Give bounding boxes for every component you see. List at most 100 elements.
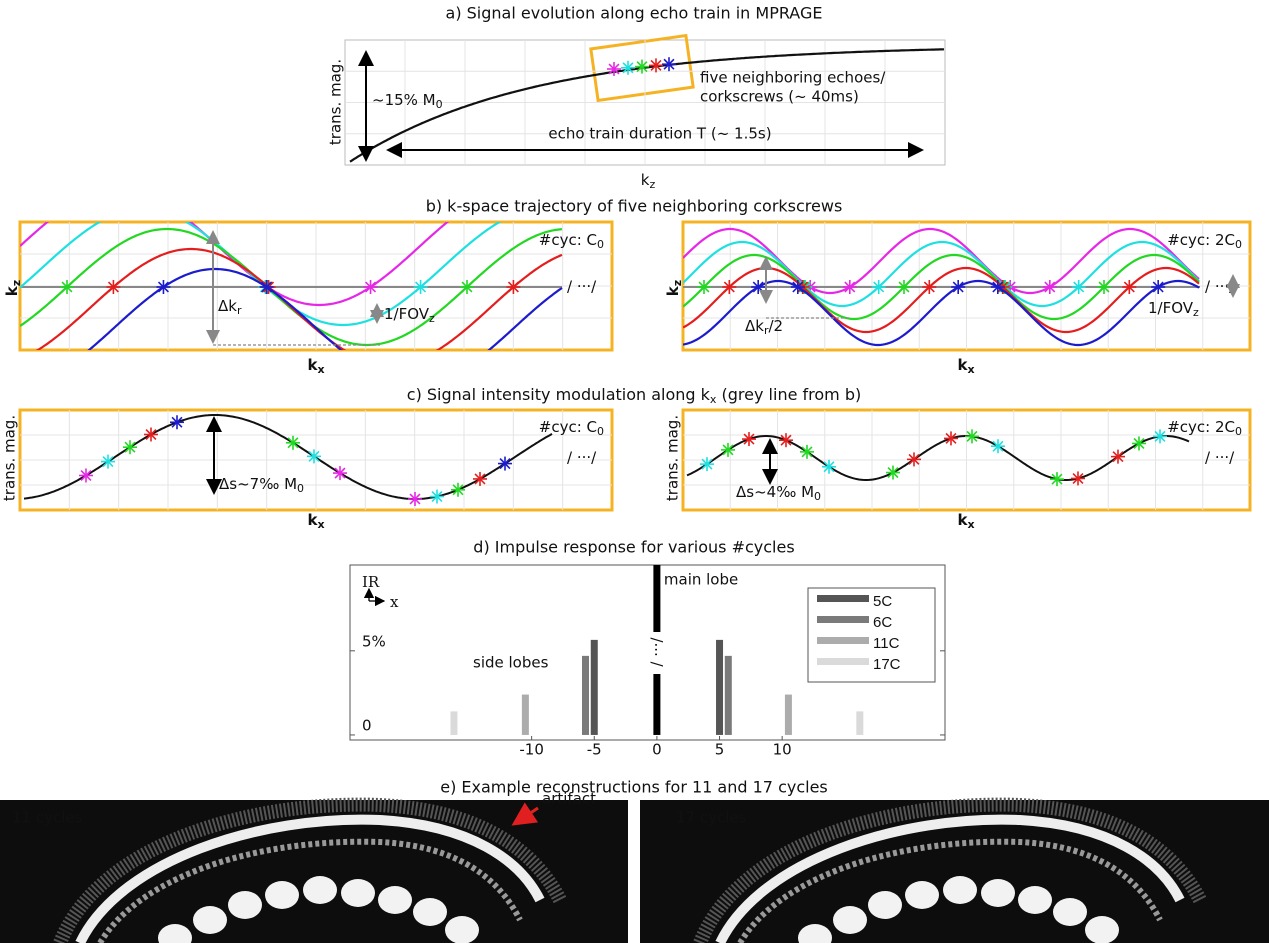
panel-title: e) Example reconstructions for 11 and 17… xyxy=(440,778,828,797)
legend-swatch xyxy=(817,616,869,623)
legend-swatch xyxy=(817,595,869,602)
gyrus xyxy=(193,906,227,934)
bar xyxy=(582,656,589,735)
x-label: kx xyxy=(957,356,974,377)
x-tick-label: -5 xyxy=(587,741,602,759)
cycles-label: #cyc: C0 xyxy=(539,231,604,252)
axis-break: / ···/ xyxy=(647,636,665,666)
dk-label: Δkr xyxy=(218,297,242,318)
y-label: kz xyxy=(3,280,24,296)
curve xyxy=(687,436,1189,480)
x-label-part: x xyxy=(967,363,974,376)
x-label-part: k xyxy=(641,171,650,189)
ellipsis: / ···/ xyxy=(1205,278,1235,296)
x-label: kx xyxy=(307,511,324,532)
y-tick-label: 0 xyxy=(362,716,372,734)
panel-title: a) Signal evolution along echo train in … xyxy=(446,4,823,23)
bar xyxy=(856,711,863,735)
ds-label: Δs~7‰ M0 xyxy=(219,475,304,496)
dk-label-part: /2 xyxy=(768,317,783,335)
dk-label: Δkr/2 xyxy=(745,317,783,338)
x-label-part: x xyxy=(317,518,324,531)
x-label: kz xyxy=(641,171,656,192)
panel-title-part: (grey line from b) xyxy=(716,385,861,404)
image-label: 11 cycles xyxy=(12,809,83,827)
fov-label-part: 1/FOV xyxy=(1148,299,1194,317)
gyrus xyxy=(228,891,262,919)
fov-label: 1/FOVz xyxy=(384,305,435,326)
gyrus xyxy=(943,876,977,904)
panel-title: b) k-space trajectory of five neighborin… xyxy=(426,197,843,216)
cycles-label: #cyc: 2C0 xyxy=(1167,418,1242,439)
y-label: trans. mag. xyxy=(1,415,19,501)
cycles-label-part: #cyc: C xyxy=(539,418,597,436)
chart-title: d) Impulse response for various #cycles xyxy=(473,538,794,557)
fov-label-part: z xyxy=(1193,306,1199,319)
ellipsis: / ···/ xyxy=(567,278,597,296)
gyrus xyxy=(868,891,902,919)
x-tick-label: 5 xyxy=(715,741,725,759)
x-label: kx xyxy=(957,511,974,532)
bar xyxy=(591,640,598,735)
legend-label: 11C xyxy=(873,635,900,652)
bar xyxy=(450,711,457,735)
gyrus xyxy=(1018,886,1052,914)
ellipsis: / ···/ xyxy=(567,449,597,467)
legend-label: 6C xyxy=(873,614,892,631)
bar xyxy=(522,695,529,735)
cycles-label-part: #cyc: 2C xyxy=(1167,418,1235,436)
ds-label-part: 0 xyxy=(814,490,821,503)
curve xyxy=(683,229,1199,293)
cycles-label-part: 0 xyxy=(1235,238,1242,251)
ds-label-part: Δs~7‰ M xyxy=(219,475,297,493)
echo-label: corkscrews (~ 40ms) xyxy=(700,88,859,106)
dk-label-part: Δk xyxy=(218,297,237,315)
y-label: IR xyxy=(362,573,380,591)
page: {"panel_a": {"title": "a) Signal evoluti… xyxy=(0,0,1269,943)
figure: a) Signal evolution along echo train in … xyxy=(0,0,1269,943)
legend-label: 17C xyxy=(873,656,901,673)
dk-label-part: Δk xyxy=(745,317,764,335)
panel-title-part: c) Signal intensity modulation along k xyxy=(407,385,711,404)
annotation: side lobes xyxy=(473,654,549,672)
x-tick-label: 0 xyxy=(652,741,662,759)
fov-label-part: z xyxy=(429,312,435,325)
x-label-part: x xyxy=(317,363,324,376)
curve xyxy=(683,242,1199,306)
bar xyxy=(716,640,723,735)
curve xyxy=(683,281,1199,345)
y-label-part: z xyxy=(671,280,684,286)
cycles-label-part: 0 xyxy=(1235,425,1242,438)
amp-label: ~15% M0 xyxy=(372,91,443,112)
fov-label: 1/FOVz xyxy=(1148,299,1199,320)
cycles-label: #cyc: 2C0 xyxy=(1167,231,1242,252)
y-label: kz xyxy=(664,280,685,296)
ellipsis: / ···/ xyxy=(1205,449,1235,467)
gyrus xyxy=(378,886,412,914)
gyrus xyxy=(265,881,299,909)
gyrus xyxy=(341,879,375,907)
ds-label-part: 0 xyxy=(297,482,304,495)
cycles-label: #cyc: C0 xyxy=(539,418,604,439)
x-label-part: x xyxy=(967,518,974,531)
image-label: 17 cycles xyxy=(676,809,747,827)
bar xyxy=(725,656,732,735)
y-label-part: z xyxy=(10,280,23,286)
gyrus xyxy=(1053,898,1087,926)
x-axis-label: x xyxy=(390,593,399,611)
bar xyxy=(785,695,792,735)
duration-label: echo train duration T (~ 1.5s) xyxy=(548,125,771,143)
gyrus xyxy=(833,906,867,934)
gyrus xyxy=(905,881,939,909)
panel-title: c) Signal intensity modulation along kx … xyxy=(407,385,861,407)
cycles-label-part: 0 xyxy=(597,238,604,251)
y-label: trans. mag. xyxy=(664,415,682,501)
cycles-label-part: #cyc: 2C xyxy=(1167,231,1235,249)
cycles-label-part: 0 xyxy=(597,425,604,438)
x-tick-label: 10 xyxy=(773,741,792,759)
amp-label-part: ~15% M xyxy=(372,91,436,109)
echo-label: five neighboring echoes/ xyxy=(700,69,886,87)
fov-label-part: 1/FOV xyxy=(384,305,430,323)
gyrus xyxy=(981,879,1015,907)
gyrus xyxy=(303,876,337,904)
